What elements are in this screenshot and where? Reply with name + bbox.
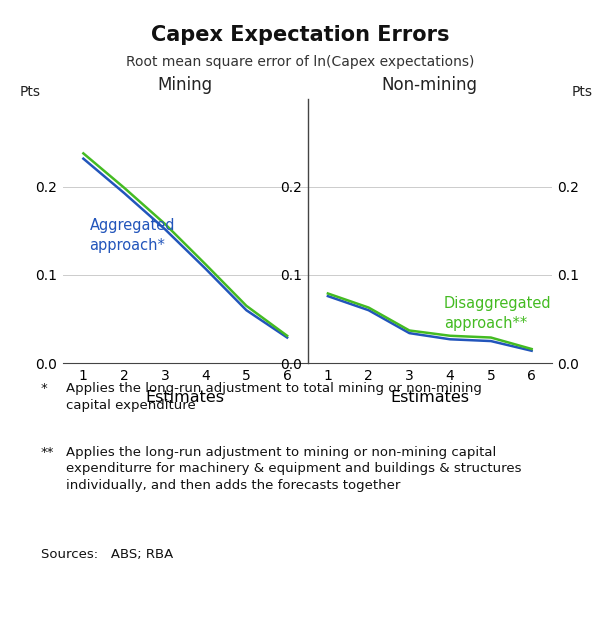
Text: Root mean square error of ln(Capex expectations): Root mean square error of ln(Capex expec… <box>126 55 474 69</box>
Text: *: * <box>41 382 47 395</box>
Title: Mining: Mining <box>158 76 213 94</box>
Text: Aggregated
approach*: Aggregated approach* <box>89 218 175 253</box>
X-axis label: Estimates: Estimates <box>390 390 469 404</box>
Text: **: ** <box>41 446 55 459</box>
Text: Sources:   ABS; RBA: Sources: ABS; RBA <box>41 548 173 561</box>
X-axis label: Estimates: Estimates <box>146 390 225 404</box>
Text: Applies the long-run adjustment to mining or non-mining capital
expenditurre for: Applies the long-run adjustment to minin… <box>66 446 521 492</box>
Text: Applies the long-run adjustment to total mining or non-mining
capital expenditur: Applies the long-run adjustment to total… <box>66 382 482 412</box>
Title: Non-mining: Non-mining <box>382 76 478 94</box>
Text: Pts: Pts <box>20 85 41 99</box>
Text: Disaggregated
approach**: Disaggregated approach** <box>444 296 551 331</box>
Text: Capex Expectation Errors: Capex Expectation Errors <box>151 25 449 45</box>
Text: Pts: Pts <box>571 85 592 99</box>
